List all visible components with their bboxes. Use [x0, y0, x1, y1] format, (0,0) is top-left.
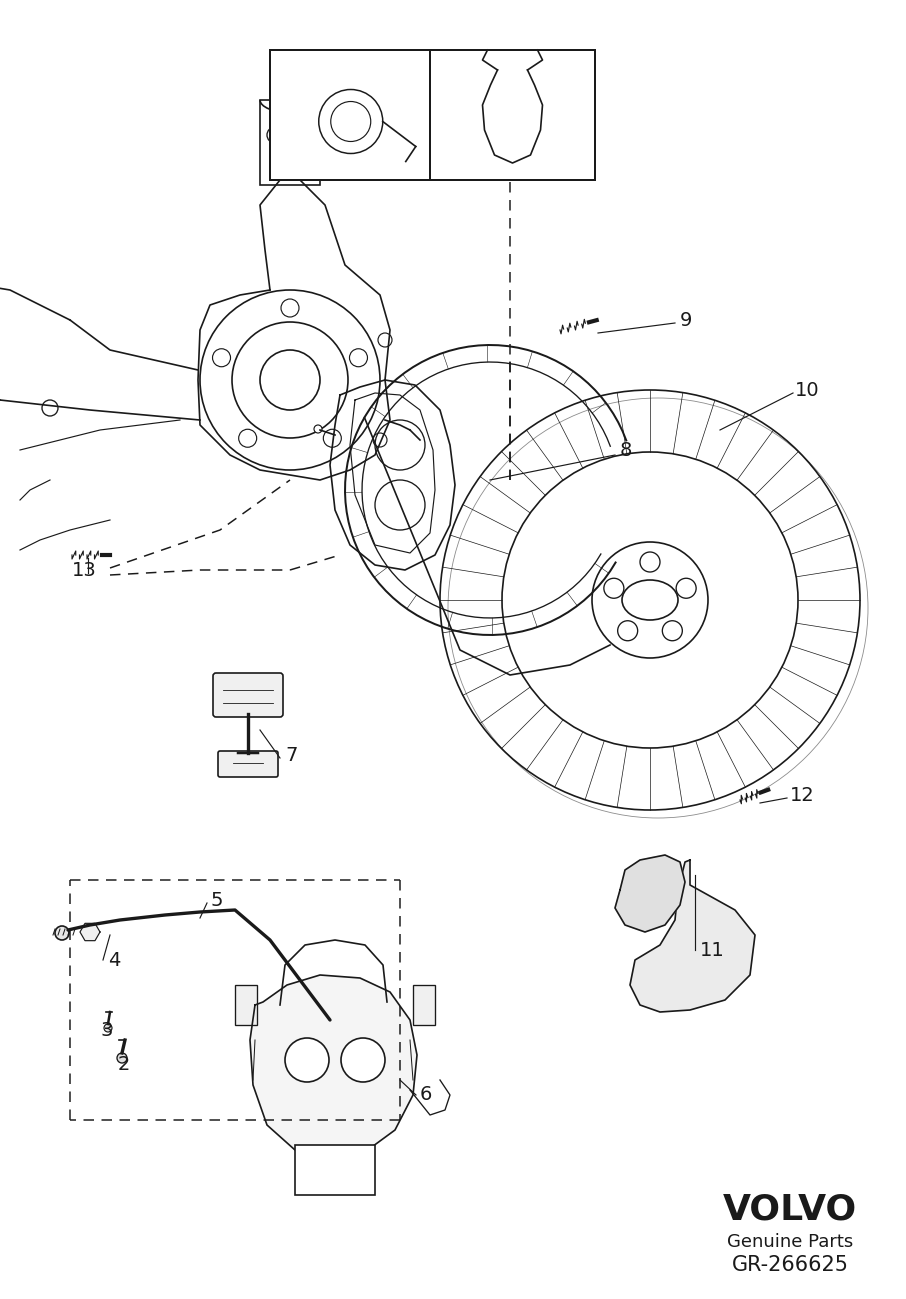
Text: 5: 5	[210, 891, 223, 909]
Text: 3: 3	[100, 1021, 112, 1039]
Text: 14: 14	[282, 55, 307, 74]
Bar	[270, 49, 435, 181]
Circle shape	[314, 425, 322, 433]
Circle shape	[618, 621, 638, 640]
Circle shape	[285, 1038, 329, 1082]
FancyBboxPatch shape	[218, 751, 278, 777]
Bar	[260, 100, 320, 184]
Polygon shape	[630, 860, 755, 1012]
Text: 11: 11	[700, 940, 725, 960]
Text: 7: 7	[285, 746, 297, 765]
Circle shape	[213, 348, 230, 366]
Circle shape	[104, 1024, 112, 1031]
Text: VOLVO: VOLVO	[723, 1192, 857, 1228]
Circle shape	[117, 1053, 127, 1063]
Ellipse shape	[622, 579, 678, 620]
Circle shape	[260, 349, 320, 410]
Circle shape	[604, 578, 624, 599]
Text: 6: 6	[420, 1086, 432, 1104]
Circle shape	[238, 429, 256, 447]
Text: Genuine Parts: Genuine Parts	[727, 1233, 853, 1251]
Text: 9: 9	[680, 310, 692, 330]
Circle shape	[662, 621, 682, 640]
Text: 15: 15	[472, 51, 496, 70]
Text: 2: 2	[118, 1056, 130, 1074]
Circle shape	[281, 299, 299, 317]
FancyBboxPatch shape	[213, 673, 283, 717]
Bar	[430, 49, 595, 181]
Circle shape	[341, 1038, 385, 1082]
Circle shape	[676, 578, 696, 599]
Polygon shape	[80, 924, 100, 940]
Bar	[413, 985, 435, 1025]
Circle shape	[350, 348, 368, 366]
Text: 15: 15	[442, 55, 467, 74]
Text: 13: 13	[72, 560, 97, 579]
Circle shape	[323, 429, 342, 447]
Text: 1: 1	[307, 1157, 319, 1177]
Text: 14: 14	[316, 51, 341, 70]
Bar	[235, 985, 257, 1025]
Text: 10: 10	[795, 381, 820, 400]
Text: 12: 12	[790, 786, 814, 804]
Bar	[295, 1144, 375, 1195]
Polygon shape	[250, 976, 417, 1160]
Text: GR-266625: GR-266625	[731, 1255, 849, 1276]
Text: 4: 4	[108, 951, 120, 969]
Text: 8: 8	[620, 440, 632, 460]
Polygon shape	[615, 855, 685, 931]
Circle shape	[640, 552, 660, 572]
Text: 1: 1	[330, 1146, 342, 1164]
Circle shape	[55, 926, 69, 940]
